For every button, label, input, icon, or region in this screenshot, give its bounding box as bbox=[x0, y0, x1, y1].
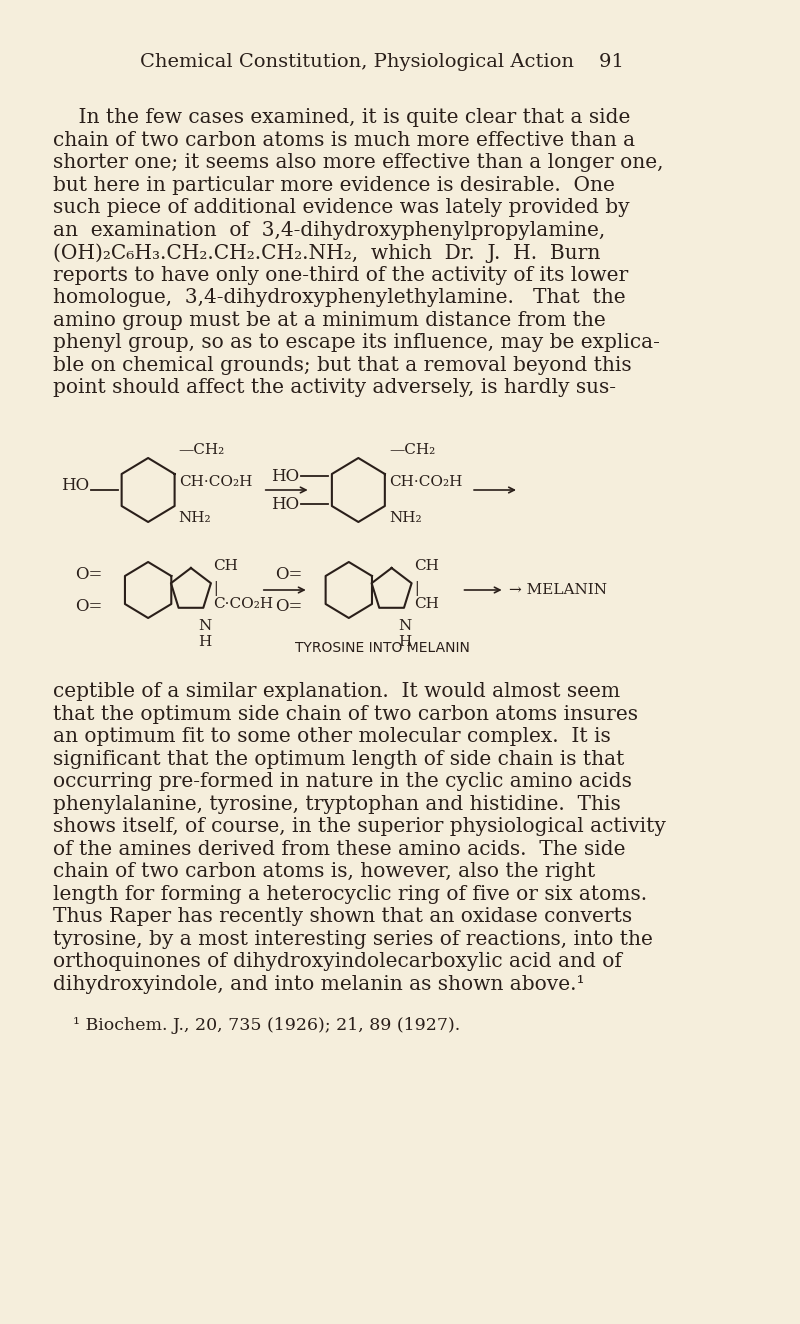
Text: ceptible of a similar explanation.  It would almost seem: ceptible of a similar explanation. It wo… bbox=[53, 682, 620, 700]
Text: HO: HO bbox=[271, 495, 299, 512]
Text: ble on chemical grounds; but that a removal beyond this: ble on chemical grounds; but that a remo… bbox=[53, 356, 631, 375]
Text: TYROSINE INTO MELANIN: TYROSINE INTO MELANIN bbox=[295, 641, 470, 655]
Text: NH₂: NH₂ bbox=[389, 511, 422, 526]
Text: orthoquinones of dihydroxyindolecarboxylic acid and of: orthoquinones of dihydroxyindolecarboxyl… bbox=[53, 952, 622, 970]
Text: Chemical Constitution, Physiological Action    91: Chemical Constitution, Physiological Act… bbox=[140, 53, 624, 71]
Text: shorter one; it seems also more effective than a longer one,: shorter one; it seems also more effectiv… bbox=[53, 154, 663, 172]
Text: homologue,  3,4-dihydroxyphenylethylamine.   That  the: homologue, 3,4-dihydroxyphenylethylamine… bbox=[53, 289, 625, 307]
Text: CH·CO₂H: CH·CO₂H bbox=[178, 475, 252, 489]
Text: significant that the optimum length of side chain is that: significant that the optimum length of s… bbox=[53, 749, 624, 768]
Text: H: H bbox=[398, 636, 412, 649]
Text: CH: CH bbox=[414, 597, 438, 610]
Text: O=: O= bbox=[75, 565, 102, 583]
Text: H: H bbox=[198, 636, 211, 649]
Text: chain of two carbon atoms is much more effective than a: chain of two carbon atoms is much more e… bbox=[53, 131, 634, 150]
Text: O=: O= bbox=[75, 597, 102, 614]
Text: |: | bbox=[414, 580, 418, 596]
Text: N: N bbox=[198, 620, 211, 633]
Text: |: | bbox=[213, 580, 218, 596]
Text: —CH₂: —CH₂ bbox=[389, 444, 435, 457]
Text: O=: O= bbox=[275, 597, 303, 614]
Text: length for forming a heterocyclic ring of five or six atoms.: length for forming a heterocyclic ring o… bbox=[53, 884, 646, 903]
Text: HO: HO bbox=[61, 477, 89, 494]
Text: of the amines derived from these amino acids.  The side: of the amines derived from these amino a… bbox=[53, 839, 625, 858]
Text: dihydroxyindole, and into melanin as shown above.¹: dihydroxyindole, and into melanin as sho… bbox=[53, 974, 584, 993]
Text: CH·CO₂H: CH·CO₂H bbox=[389, 475, 462, 489]
Text: amino group must be at a minimum distance from the: amino group must be at a minimum distanc… bbox=[53, 311, 606, 330]
Text: occurring pre-formed in nature in the cyclic amino acids: occurring pre-formed in nature in the cy… bbox=[53, 772, 631, 790]
Text: an optimum fit to some other molecular complex.  It is: an optimum fit to some other molecular c… bbox=[53, 727, 610, 745]
Text: (OH)₂C₆H₃.CH₂.CH₂.CH₂.NH₂,  which  Dr.  J.  H.  Burn: (OH)₂C₆H₃.CH₂.CH₂.CH₂.NH₂, which Dr. J. … bbox=[53, 244, 600, 262]
Text: reports to have only one-third of the activity of its lower: reports to have only one-third of the ac… bbox=[53, 266, 628, 285]
Text: O=: O= bbox=[275, 565, 303, 583]
Text: HO: HO bbox=[271, 467, 299, 485]
Text: → MELANIN: → MELANIN bbox=[510, 583, 607, 597]
Text: —CH₂: —CH₂ bbox=[178, 444, 225, 457]
Text: CH: CH bbox=[213, 559, 238, 573]
Text: phenylalanine, tyrosine, tryptophan and histidine.  This: phenylalanine, tyrosine, tryptophan and … bbox=[53, 794, 620, 813]
Text: CH: CH bbox=[414, 559, 438, 573]
Text: ¹ Biochem. J., 20, 735 (1926); 21, 89 (1927).: ¹ Biochem. J., 20, 735 (1926); 21, 89 (1… bbox=[62, 1017, 460, 1034]
Text: shows itself, of course, in the superior physiological activity: shows itself, of course, in the superior… bbox=[53, 817, 666, 835]
Text: such piece of additional evidence was lately provided by: such piece of additional evidence was la… bbox=[53, 199, 629, 217]
Text: C·CO₂H: C·CO₂H bbox=[213, 597, 274, 610]
Text: tyrosine, by a most interesting series of reactions, into the: tyrosine, by a most interesting series o… bbox=[53, 929, 653, 948]
Text: phenyl group, so as to escape its influence, may be explica-: phenyl group, so as to escape its influe… bbox=[53, 334, 659, 352]
Text: N: N bbox=[398, 620, 412, 633]
Text: an  examination  of  3,4-dihydroxyphenylpropylamine,: an examination of 3,4-dihydroxyphenylpro… bbox=[53, 221, 605, 240]
Text: that the optimum side chain of two carbon atoms insures: that the optimum side chain of two carbo… bbox=[53, 704, 638, 723]
Text: point should affect the activity adversely, is hardly sus-: point should affect the activity adverse… bbox=[53, 377, 615, 397]
Text: but here in particular more evidence is desirable.  One: but here in particular more evidence is … bbox=[53, 176, 614, 195]
Text: NH₂: NH₂ bbox=[178, 511, 211, 526]
Text: chain of two carbon atoms is, however, also the right: chain of two carbon atoms is, however, a… bbox=[53, 862, 595, 880]
Text: Thus Raper has recently shown that an oxidase converts: Thus Raper has recently shown that an ox… bbox=[53, 907, 632, 925]
Text: In the few cases examined, it is quite clear that a side: In the few cases examined, it is quite c… bbox=[53, 109, 630, 127]
